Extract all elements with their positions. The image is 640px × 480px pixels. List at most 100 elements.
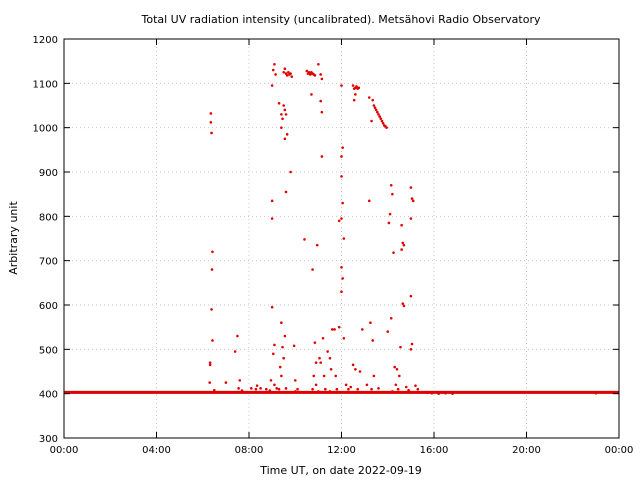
data-point <box>421 391 424 394</box>
data-point <box>209 121 213 124</box>
y-tick-label: 800 <box>39 212 58 223</box>
data-point <box>347 387 350 391</box>
data-point <box>370 387 373 391</box>
y-tick-label: 700 <box>39 257 58 268</box>
x-tick-label: 00:00 <box>50 445 79 456</box>
data-point <box>341 277 344 280</box>
data-point <box>273 62 276 66</box>
data-point <box>340 290 343 294</box>
data-point <box>273 343 276 347</box>
data-point <box>320 155 324 158</box>
data-point <box>290 75 294 78</box>
data-point <box>357 86 361 90</box>
data-point <box>594 391 598 395</box>
data-point <box>314 383 318 387</box>
data-point <box>283 334 287 338</box>
data-point <box>210 268 214 271</box>
data-point <box>255 384 259 387</box>
data-point <box>388 212 392 216</box>
data-point <box>401 241 405 245</box>
data-point <box>238 379 242 382</box>
data-point <box>402 304 406 308</box>
data-point <box>278 365 282 369</box>
data-point <box>324 387 327 391</box>
data-point <box>275 387 279 390</box>
data-point <box>208 381 211 384</box>
data-point <box>289 72 292 75</box>
data-point <box>400 223 403 227</box>
data-point <box>328 356 332 360</box>
data-point <box>451 392 454 395</box>
data-point <box>411 199 415 203</box>
x-axis-label: Time UT, on date 2022-09-19 <box>259 464 422 477</box>
data-point <box>329 367 333 371</box>
data-point <box>379 117 383 121</box>
data-point <box>416 387 420 391</box>
data-point <box>270 199 274 203</box>
data-point <box>280 374 283 378</box>
data-point <box>330 328 334 331</box>
data-point <box>391 192 394 196</box>
y-tick-label: 300 <box>39 434 58 445</box>
y-tick-label: 500 <box>39 345 58 356</box>
data-point <box>313 341 317 344</box>
data-point <box>371 98 375 102</box>
data-point <box>337 325 341 329</box>
data-point <box>268 389 272 392</box>
y-tick-label: 400 <box>39 390 58 401</box>
data-point <box>349 385 353 389</box>
data-point <box>317 390 320 393</box>
data-point <box>269 379 273 382</box>
data-point <box>340 155 343 158</box>
data-point <box>430 391 433 395</box>
data-point <box>259 387 262 390</box>
data-point <box>335 387 339 391</box>
data-point <box>404 385 408 389</box>
data-point <box>284 113 288 116</box>
data-point <box>389 184 393 187</box>
data-point <box>351 84 355 87</box>
data-point <box>341 201 344 205</box>
y-tick-label: 600 <box>39 301 58 312</box>
data-point <box>365 383 369 387</box>
data-point <box>400 248 403 251</box>
data-point <box>340 175 343 178</box>
x-tick-label: 16:00 <box>420 445 449 456</box>
data-point <box>354 367 357 371</box>
data-point <box>372 104 376 107</box>
data-point <box>233 350 237 353</box>
data-point <box>209 112 213 115</box>
data-point <box>414 384 417 387</box>
data-point <box>270 305 274 309</box>
data-point <box>373 106 377 110</box>
data-point <box>283 108 287 112</box>
data-point <box>281 345 284 349</box>
data-point <box>250 387 253 390</box>
chart-title: Total UV radiation intensity (uncalibrat… <box>141 13 541 26</box>
data-point <box>361 328 364 331</box>
data-point <box>293 379 297 382</box>
data-point <box>371 339 375 342</box>
data-point <box>356 387 359 391</box>
data-point <box>307 70 311 74</box>
data-point <box>280 113 283 116</box>
data-point <box>409 348 413 351</box>
data-point <box>314 361 318 364</box>
data-point <box>270 84 274 87</box>
data-point <box>342 336 346 340</box>
data-point <box>292 344 296 348</box>
data-point <box>254 387 258 391</box>
data-point <box>389 317 393 320</box>
data-point <box>391 390 394 393</box>
data-point <box>342 237 346 240</box>
data-point <box>284 190 288 194</box>
data-point <box>287 70 290 74</box>
data-point <box>293 390 297 393</box>
data-point <box>303 238 306 241</box>
data-point <box>280 126 283 129</box>
data-point <box>277 387 281 391</box>
data-point <box>210 308 213 311</box>
data-point <box>385 126 388 129</box>
data-point <box>213 388 216 392</box>
